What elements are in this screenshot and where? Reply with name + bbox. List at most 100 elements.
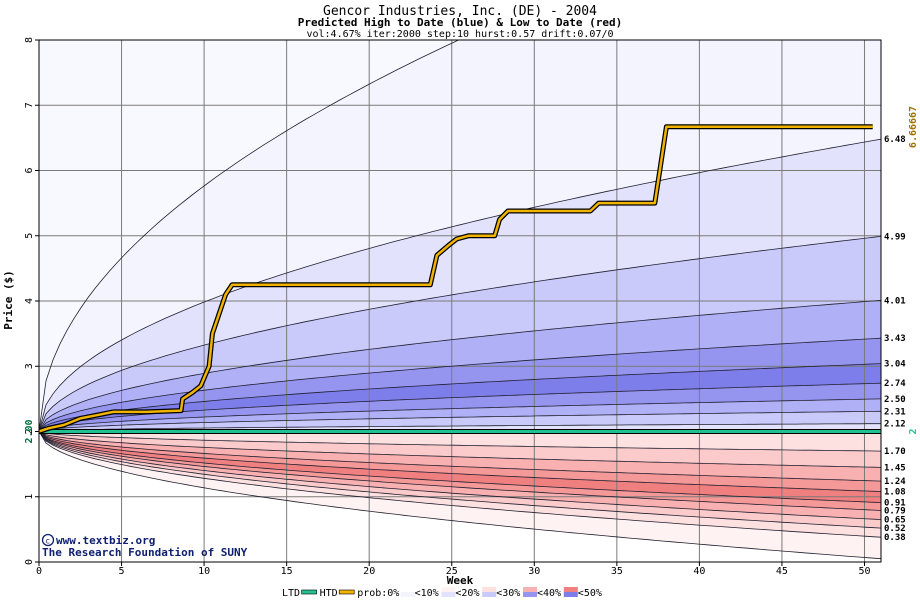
htd-line: [39, 125, 873, 433]
band-low-9: [39, 431, 881, 559]
band-high-8: [39, 411, 881, 432]
high-quantile-line-5: [39, 363, 881, 432]
ltd-value-label: 2: [908, 428, 919, 434]
band-high-1: [39, 139, 881, 432]
legend-ltd-label: LTD: [282, 588, 300, 599]
high-quantile-line-8: [39, 410, 881, 432]
high-quantile-label-5: 3.04: [884, 360, 906, 370]
low-quantile-line-3: [39, 431, 881, 492]
legend-p50-swatch-high: [563, 592, 578, 597]
chart-title: Gencor Industries, Inc. (DE) - 2004: [323, 4, 597, 19]
x-tick-label-30: 30: [528, 566, 540, 577]
x-axis-label: Week: [447, 574, 474, 587]
band-low-0: [39, 431, 881, 452]
legend-htd-swatch: [338, 589, 355, 595]
band-low-bottom: [39, 431, 881, 562]
start-price-label: 2.00: [24, 419, 35, 443]
copyright-icon-glyph: c: [45, 536, 50, 545]
band-high-0: [39, 40, 881, 432]
low-quantile-label-1: 1.45: [884, 463, 906, 473]
htd-ltd-paths: [39, 124, 881, 434]
copyright-icon: [41, 533, 55, 547]
x-tick-label-40: 40: [693, 566, 705, 577]
x-tick-label-15: 15: [281, 566, 293, 577]
high-quantile-line-4: [39, 337, 881, 432]
x-tick-label-10: 10: [198, 566, 210, 577]
low-quantile-line-4: [39, 431, 881, 503]
low-quantile-label-3: 1.08: [884, 488, 906, 498]
legend-p30-swatch-low: [482, 587, 497, 592]
legend-p10-label: <10%: [415, 588, 439, 599]
low-quantile-line-7: [39, 431, 881, 529]
low-quantile-label-0: 1.70: [884, 447, 906, 457]
low-quantile-line-9: [39, 431, 881, 560]
y-tick-label-6: 6: [24, 167, 35, 173]
low-quantile-line-8: [39, 431, 881, 538]
y-tick-label-3: 3: [24, 363, 35, 369]
y-tick-label-2: 2: [24, 428, 35, 434]
high-quantile-label-3: 4.01: [884, 296, 906, 306]
probability-bands: [39, 40, 881, 562]
x-tick-label-20: 20: [363, 566, 375, 577]
y-tick-label-7: 7: [24, 102, 35, 108]
high-quantile-label-6: 2.74: [884, 379, 906, 389]
x-tick-label-0: 0: [36, 566, 42, 577]
high-quantile-label-4: 3.43: [884, 334, 906, 344]
y-axis-label: Price ($): [2, 270, 15, 330]
low-quantile-line-5: [39, 431, 881, 511]
chart-subtitle: Predicted High to Date (blue) & Low to D…: [298, 16, 623, 29]
band-high-4: [39, 338, 881, 432]
high-quantile-label-8: 2.31: [884, 407, 906, 417]
legend-p20-label: <20%: [455, 588, 479, 599]
legend-p40-swatch-low: [523, 587, 537, 592]
quantile-lines: [39, 40, 881, 560]
band-low-4: [39, 431, 881, 503]
chart-params: vol:4.67% iter:2000 step:10 hurst:0.57 d…: [306, 29, 613, 40]
high-quantile-line-0: [39, 40, 460, 432]
x-tick-label-5: 5: [119, 566, 125, 577]
low-quantile-line-6: [39, 431, 881, 520]
high-quantile-line-1: [39, 138, 881, 432]
legend-p30-swatch-high: [482, 592, 497, 597]
band-high-2: [39, 236, 881, 432]
legend-p10-swatch-low: [400, 587, 415, 592]
legend-p20-swatch-low: [441, 587, 456, 592]
y-tick-label-0: 0: [24, 559, 35, 565]
legend-p40-swatch-high: [523, 592, 537, 597]
x-tick-label-25: 25: [446, 566, 458, 577]
low-quantile-line-1: [39, 431, 881, 468]
legend-ltd-swatch: [301, 589, 317, 595]
high-quantile-label-9: 2.12: [884, 420, 906, 430]
credit-org: The Research Foundation of SUNY: [42, 546, 248, 559]
band-high-3: [39, 300, 881, 432]
band-high-5: [39, 363, 881, 432]
end-labels: 6.48 4.99 4.01 3.43 3.04 2.74 2.50 2.31 2.12 1.70…: [24, 106, 919, 543]
low-quantile-label-6: 0.65: [884, 516, 906, 526]
band-low-2: [39, 431, 881, 482]
band-low-5: [39, 431, 881, 511]
high-quantile-label-7: 2.50: [884, 395, 906, 405]
low-quantile-line-2: [39, 431, 881, 482]
band-low-3: [39, 431, 881, 492]
htd-value-label: 6.66667: [908, 106, 919, 148]
band-low-7: [39, 431, 881, 529]
x-tick-label-45: 45: [776, 566, 788, 577]
credit-site: www.textbiz.org: [56, 534, 155, 547]
low-quantile-line-0: [39, 431, 881, 452]
y-tick-label-8: 8: [24, 37, 35, 43]
y-tick-label-4: 4: [24, 298, 35, 304]
y-tick-label-5: 5: [24, 233, 35, 239]
legend-p20-swatch-high: [441, 592, 456, 597]
low-quantile-label-8: 0.38: [884, 533, 906, 543]
legend-p50-label: <50%: [578, 588, 602, 599]
high-quantile-line-9: [39, 423, 881, 432]
low-quantile-label-2: 1.24: [884, 477, 906, 487]
credit: c www.textbiz.org The Research Foundatio…: [41, 533, 248, 559]
band-low-6: [39, 431, 881, 520]
x-tick-label-35: 35: [611, 566, 623, 577]
legend-p10-swatch-high: [400, 592, 415, 597]
legend-p50-swatch-low: [563, 587, 578, 592]
band-high-6: [39, 383, 881, 432]
